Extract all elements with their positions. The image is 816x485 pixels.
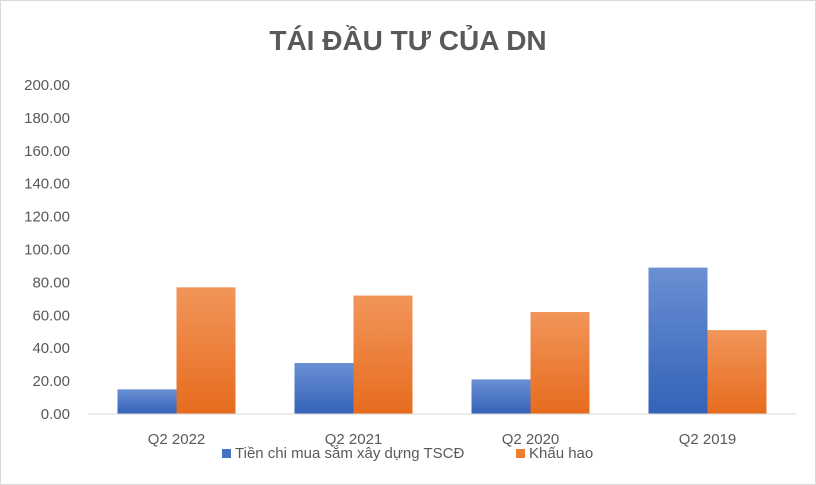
y-tick-label: 60.00 [32, 307, 70, 324]
y-tick-label: 20.00 [32, 373, 70, 390]
bar-series-1-3 [707, 330, 767, 414]
y-tick-label: 180.00 [24, 110, 70, 127]
y-tick-label: 120.00 [24, 209, 70, 226]
y-tick-label: 140.00 [24, 176, 70, 193]
bar-series-0-2 [471, 379, 531, 414]
bar-series-1-0 [176, 287, 236, 414]
chart-title: TÁI ĐẦU TƯ CỦA DN [269, 24, 546, 56]
y-tick-label: 160.00 [24, 143, 70, 160]
legend-label-1: Khấu hao [529, 445, 593, 462]
legend-swatch-0 [222, 449, 231, 458]
y-tick-label: 40.00 [32, 340, 70, 357]
x-tick-label: Q2 2021 [325, 431, 383, 448]
bar-series-0-3 [648, 267, 708, 414]
x-tick-label: Q2 2022 [148, 431, 206, 448]
bar-series-0-0 [117, 389, 177, 414]
x-tick-label: Q2 2019 [679, 431, 737, 448]
legend-swatch-1 [516, 449, 525, 458]
legend: Tiền chi mua sắm xây dựng TSCĐ Khấu hao [222, 445, 593, 462]
bar-series-1-2 [530, 312, 590, 414]
y-tick-label: 0.00 [41, 406, 70, 423]
bar-series-0-1 [294, 363, 354, 414]
y-tick-label: 80.00 [32, 274, 70, 291]
y-tick-label: 100.00 [24, 242, 70, 259]
x-tick-label: Q2 2020 [502, 431, 560, 448]
y-tick-label: 200.00 [24, 77, 70, 94]
bar-series-1-1 [353, 295, 413, 414]
legend-label-0: Tiền chi mua sắm xây dựng TSCĐ [235, 445, 464, 462]
